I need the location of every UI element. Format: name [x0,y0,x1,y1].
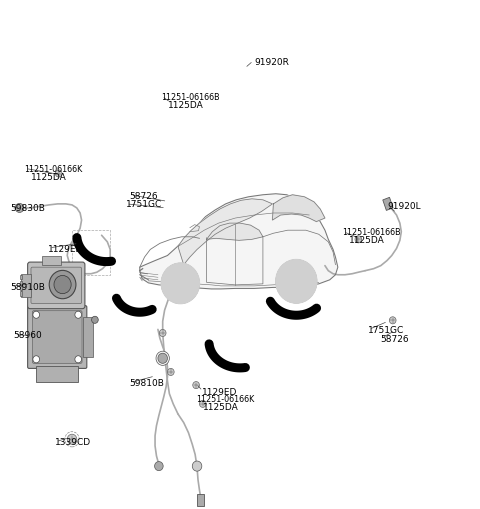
Text: 1125DA: 1125DA [203,403,239,412]
Text: 1129ED: 1129ED [48,245,84,254]
FancyBboxPatch shape [31,267,82,303]
Text: 1125DA: 1125DA [168,101,203,109]
Circle shape [161,263,199,303]
Circle shape [174,277,187,290]
Bar [20,275,23,279]
Text: 11251-06166K: 11251-06166K [24,165,83,174]
Polygon shape [140,194,338,289]
Bar [20,286,23,290]
Bar [197,494,204,505]
Circle shape [158,353,168,363]
Circle shape [355,236,362,243]
Text: 1125DA: 1125DA [349,236,384,245]
Circle shape [92,316,98,323]
Circle shape [49,270,76,299]
Circle shape [192,461,202,471]
Polygon shape [273,195,325,221]
Text: 11251-06166B: 11251-06166B [161,93,220,102]
Circle shape [276,260,317,303]
Polygon shape [206,223,263,240]
Circle shape [33,356,39,363]
Text: 1751GC: 1751GC [125,201,162,209]
Bar [22,274,31,297]
Circle shape [289,274,303,289]
Bar [20,280,23,285]
Circle shape [75,356,82,363]
Text: 1125DA: 1125DA [31,173,67,182]
Circle shape [199,400,206,407]
Text: 91920L: 91920L [387,202,420,211]
Text: 58960: 58960 [13,331,42,340]
Text: 59810B: 59810B [129,379,164,388]
Circle shape [168,270,193,297]
Text: 58726: 58726 [129,192,158,201]
Circle shape [283,267,310,296]
Circle shape [159,329,166,336]
Circle shape [33,311,39,318]
Bar [36,366,78,382]
Bar [83,317,94,357]
Circle shape [54,275,71,294]
Text: 11251-06166B: 11251-06166B [343,228,401,237]
FancyBboxPatch shape [28,305,87,369]
Circle shape [75,311,82,318]
Polygon shape [178,199,273,265]
Text: 59830B: 59830B [10,205,45,213]
Text: 91920R: 91920R [254,58,289,67]
Bar [20,292,23,296]
Text: 1339CD: 1339CD [55,438,91,447]
Circle shape [55,170,62,177]
Circle shape [15,204,24,212]
Circle shape [193,382,199,389]
Text: 1751GC: 1751GC [368,326,404,335]
Circle shape [155,462,163,471]
Circle shape [67,434,77,444]
Circle shape [389,317,396,324]
Text: 58726: 58726 [381,334,409,344]
Bar [383,197,393,210]
Text: 11251-06166K: 11251-06166K [196,395,254,404]
Text: 1129ED: 1129ED [202,388,237,397]
Bar [42,256,61,265]
Text: 58910B: 58910B [10,283,45,292]
FancyBboxPatch shape [28,262,85,308]
FancyBboxPatch shape [33,310,82,363]
Circle shape [156,351,169,365]
Circle shape [168,369,174,376]
